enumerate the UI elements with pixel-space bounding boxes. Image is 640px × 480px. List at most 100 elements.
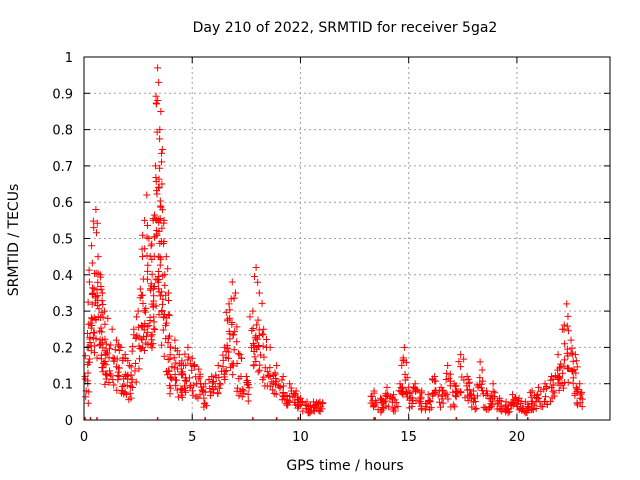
- data-point: [259, 376, 267, 384]
- data-point: [88, 242, 96, 250]
- data-point: [449, 401, 457, 409]
- data-point: [252, 357, 260, 365]
- data-point: [224, 354, 232, 362]
- data-point: [465, 386, 473, 394]
- data-point: [142, 304, 150, 312]
- data-point: [514, 403, 522, 411]
- data-point: [198, 386, 206, 394]
- data-points: [81, 64, 586, 420]
- data-point: [128, 347, 136, 355]
- data-point: [149, 303, 157, 311]
- data-point: [251, 353, 259, 361]
- data-point: [387, 393, 395, 401]
- data-point: [573, 385, 581, 393]
- data-point: [439, 399, 447, 407]
- data-point: [560, 356, 568, 364]
- data-point: [214, 362, 222, 370]
- data-point: [511, 393, 519, 401]
- data-point: [515, 397, 523, 405]
- data-point: [569, 357, 577, 365]
- data-point: [460, 376, 468, 384]
- data-point: [166, 355, 174, 363]
- data-point: [185, 353, 193, 361]
- data-point: [216, 380, 224, 388]
- data-point: [151, 162, 159, 170]
- data-point: [478, 366, 486, 374]
- data-point: [178, 393, 186, 401]
- data-point: [138, 336, 146, 344]
- data-point: [107, 341, 115, 349]
- data-point: [507, 399, 515, 407]
- data-point: [151, 211, 159, 219]
- data-point: [528, 387, 536, 395]
- data-point: [444, 362, 452, 370]
- data-point: [233, 384, 241, 392]
- data-point: [140, 333, 148, 341]
- data-point: [245, 384, 253, 392]
- data-point: [222, 308, 230, 316]
- data-point: [479, 377, 487, 385]
- data-point: [104, 349, 112, 357]
- data-point: [144, 261, 152, 269]
- data-point: [214, 390, 222, 398]
- x-tick-label: 15: [400, 430, 417, 445]
- data-point: [269, 386, 277, 394]
- data-point: [124, 357, 132, 365]
- data-point: [244, 390, 252, 398]
- data-point: [394, 403, 402, 411]
- data-point: [226, 306, 234, 314]
- data-point: [256, 361, 264, 369]
- data-point: [253, 321, 261, 329]
- data-point: [158, 158, 166, 166]
- data-point: [188, 366, 196, 374]
- data-point: [123, 381, 131, 389]
- data-point: [465, 379, 473, 387]
- data-point: [238, 354, 246, 362]
- data-point: [173, 347, 181, 355]
- data-point: [157, 202, 165, 210]
- data-point: [136, 285, 144, 293]
- data-point: [556, 373, 564, 381]
- data-point: [258, 330, 266, 338]
- data-point: [471, 405, 479, 413]
- data-point: [166, 332, 174, 340]
- data-point: [252, 264, 260, 272]
- data-point: [263, 382, 271, 390]
- data-point: [99, 300, 107, 308]
- data-point: [293, 401, 301, 409]
- data-point: [548, 372, 556, 380]
- data-point: [253, 345, 261, 353]
- data-point: [559, 384, 567, 392]
- data-point: [252, 335, 260, 343]
- data-point: [474, 383, 482, 391]
- data-point: [554, 351, 562, 359]
- data-point: [84, 298, 92, 306]
- data-point: [93, 229, 101, 237]
- data-point: [236, 351, 244, 359]
- data-point: [135, 355, 143, 363]
- data-point: [159, 240, 167, 248]
- data-point: [143, 233, 151, 241]
- data-point: [90, 224, 98, 232]
- data-point: [138, 253, 146, 261]
- data-point: [279, 389, 287, 397]
- data-point: [155, 78, 163, 86]
- y-tick-label: 1: [65, 51, 73, 66]
- data-point: [489, 380, 497, 388]
- data-point: [141, 216, 149, 224]
- data-point: [286, 380, 294, 388]
- data-point: [154, 96, 162, 104]
- data-point: [491, 392, 499, 400]
- data-point: [128, 378, 136, 386]
- data-point: [380, 398, 388, 406]
- data-point: [295, 402, 303, 410]
- data-point: [158, 341, 166, 349]
- data-point: [222, 367, 230, 375]
- data-point: [443, 369, 451, 377]
- data-point: [126, 389, 134, 397]
- data-point: [165, 367, 173, 375]
- data-point: [93, 286, 101, 294]
- data-point: [260, 325, 268, 333]
- data-point: [555, 386, 563, 394]
